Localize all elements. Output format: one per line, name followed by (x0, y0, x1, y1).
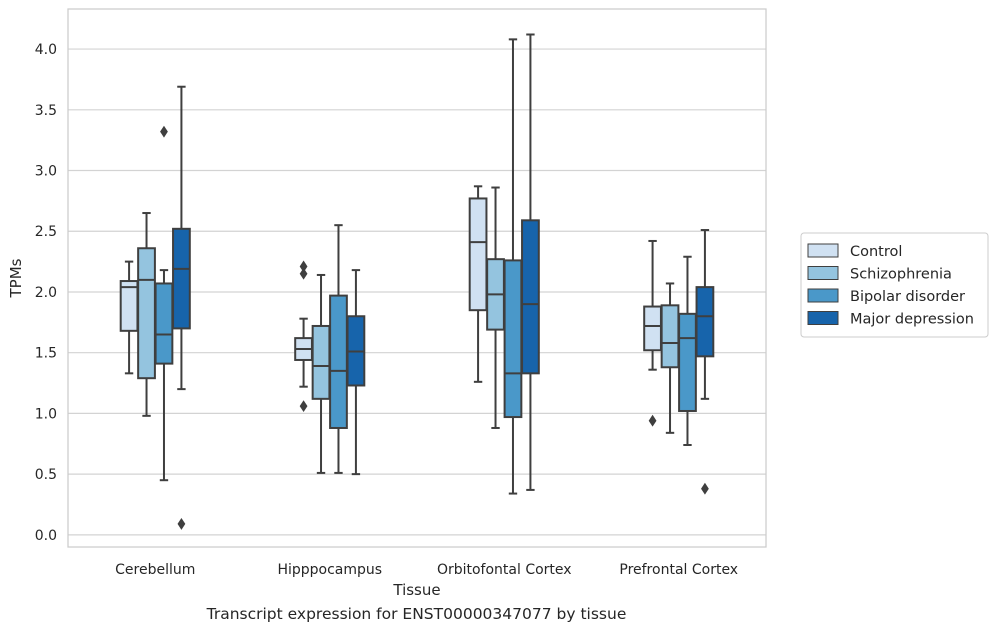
x-tick-label: Prefrontal Cortex (619, 562, 738, 578)
box-2-3 (521, 33, 540, 491)
outlier-point (701, 482, 709, 495)
box-body (521, 219, 540, 375)
outlier-point (648, 414, 657, 427)
box-1-2 (329, 224, 348, 474)
box-0-1 (137, 212, 156, 417)
y-tick-label: 2.0 (35, 285, 57, 301)
box-body (643, 305, 662, 352)
box-body (311, 324, 331, 400)
y-tick-labels: 0.0 0.5 1.0 1.5 2.0 2.5 3.0 3.5 4.0 (35, 42, 57, 544)
outlier-point (160, 125, 168, 138)
legend-label: Control (850, 244, 902, 260)
box-3-2 (678, 255, 697, 446)
x-tick-label: Cerebellum (115, 562, 195, 578)
y-tick-label: 1.0 (35, 406, 57, 422)
box-3-1 (660, 282, 680, 434)
box-body (329, 294, 348, 429)
legend-swatch (807, 311, 839, 325)
boxes (119, 33, 715, 530)
x-tick-labels: Cerebellum Hipppocampus Orbitofontal Corte… (115, 562, 738, 578)
y-tick-label: 1.5 (35, 346, 57, 362)
y-tick-label: 0.5 (35, 467, 57, 483)
legend-label: Major depression (850, 312, 974, 328)
legend-label: Bipolar disorder (850, 289, 965, 305)
box-3-0 (643, 239, 662, 427)
plot-area (67, 8, 767, 548)
box-1-0 (294, 260, 313, 413)
box-1-3 (346, 269, 366, 476)
box-0-3 (172, 85, 191, 530)
x-tick-label: Hipppocampus (277, 562, 382, 578)
box-body (468, 197, 488, 312)
box-3-3 (695, 229, 715, 495)
legend-item: Major depression (807, 311, 974, 328)
outlier-point (299, 260, 308, 273)
outlier-point (299, 267, 308, 280)
outlier-point (299, 400, 308, 413)
box-0-0 (119, 260, 139, 375)
box-body (695, 286, 715, 358)
x-tick-label: Orbitofontal Cortex (437, 562, 572, 578)
legend-swatch (807, 266, 839, 280)
box-2-0 (468, 185, 488, 383)
y-tick-label: 4.0 (35, 42, 57, 58)
legend-label: Schizophrenia (850, 267, 952, 283)
legend-frame (800, 232, 989, 338)
legend-item: Schizophrenia (807, 266, 952, 283)
box-0-2 (154, 125, 174, 482)
box-body (660, 304, 680, 369)
box-body (137, 247, 156, 380)
box-body (172, 227, 191, 330)
y-tick-label: 3.0 (35, 164, 57, 180)
y-axis-label: TPMs (7, 258, 25, 298)
box-body (678, 312, 697, 412)
box-1-1 (311, 273, 331, 474)
box-body (119, 280, 139, 332)
y-tick-label: 0.0 (35, 528, 57, 544)
chart-caption: Transcript expression for ENST0000034707… (206, 605, 627, 623)
box-2-2 (503, 38, 523, 495)
legend-swatch (807, 243, 839, 258)
x-axis-label: Tissue (392, 581, 440, 599)
box-body (154, 282, 174, 365)
legend: Control Schizophrenia Bipolar disorder Majo… (800, 232, 989, 338)
outlier-point (177, 518, 186, 530)
box-2-1 (486, 186, 505, 429)
legend-item: Bipolar disorder (807, 288, 965, 305)
legend-item: Control (807, 243, 902, 260)
box-body (503, 259, 523, 419)
y-tick-label: 2.5 (35, 224, 57, 240)
y-tick-label: 3.5 (35, 103, 57, 119)
legend-swatch (807, 288, 839, 303)
